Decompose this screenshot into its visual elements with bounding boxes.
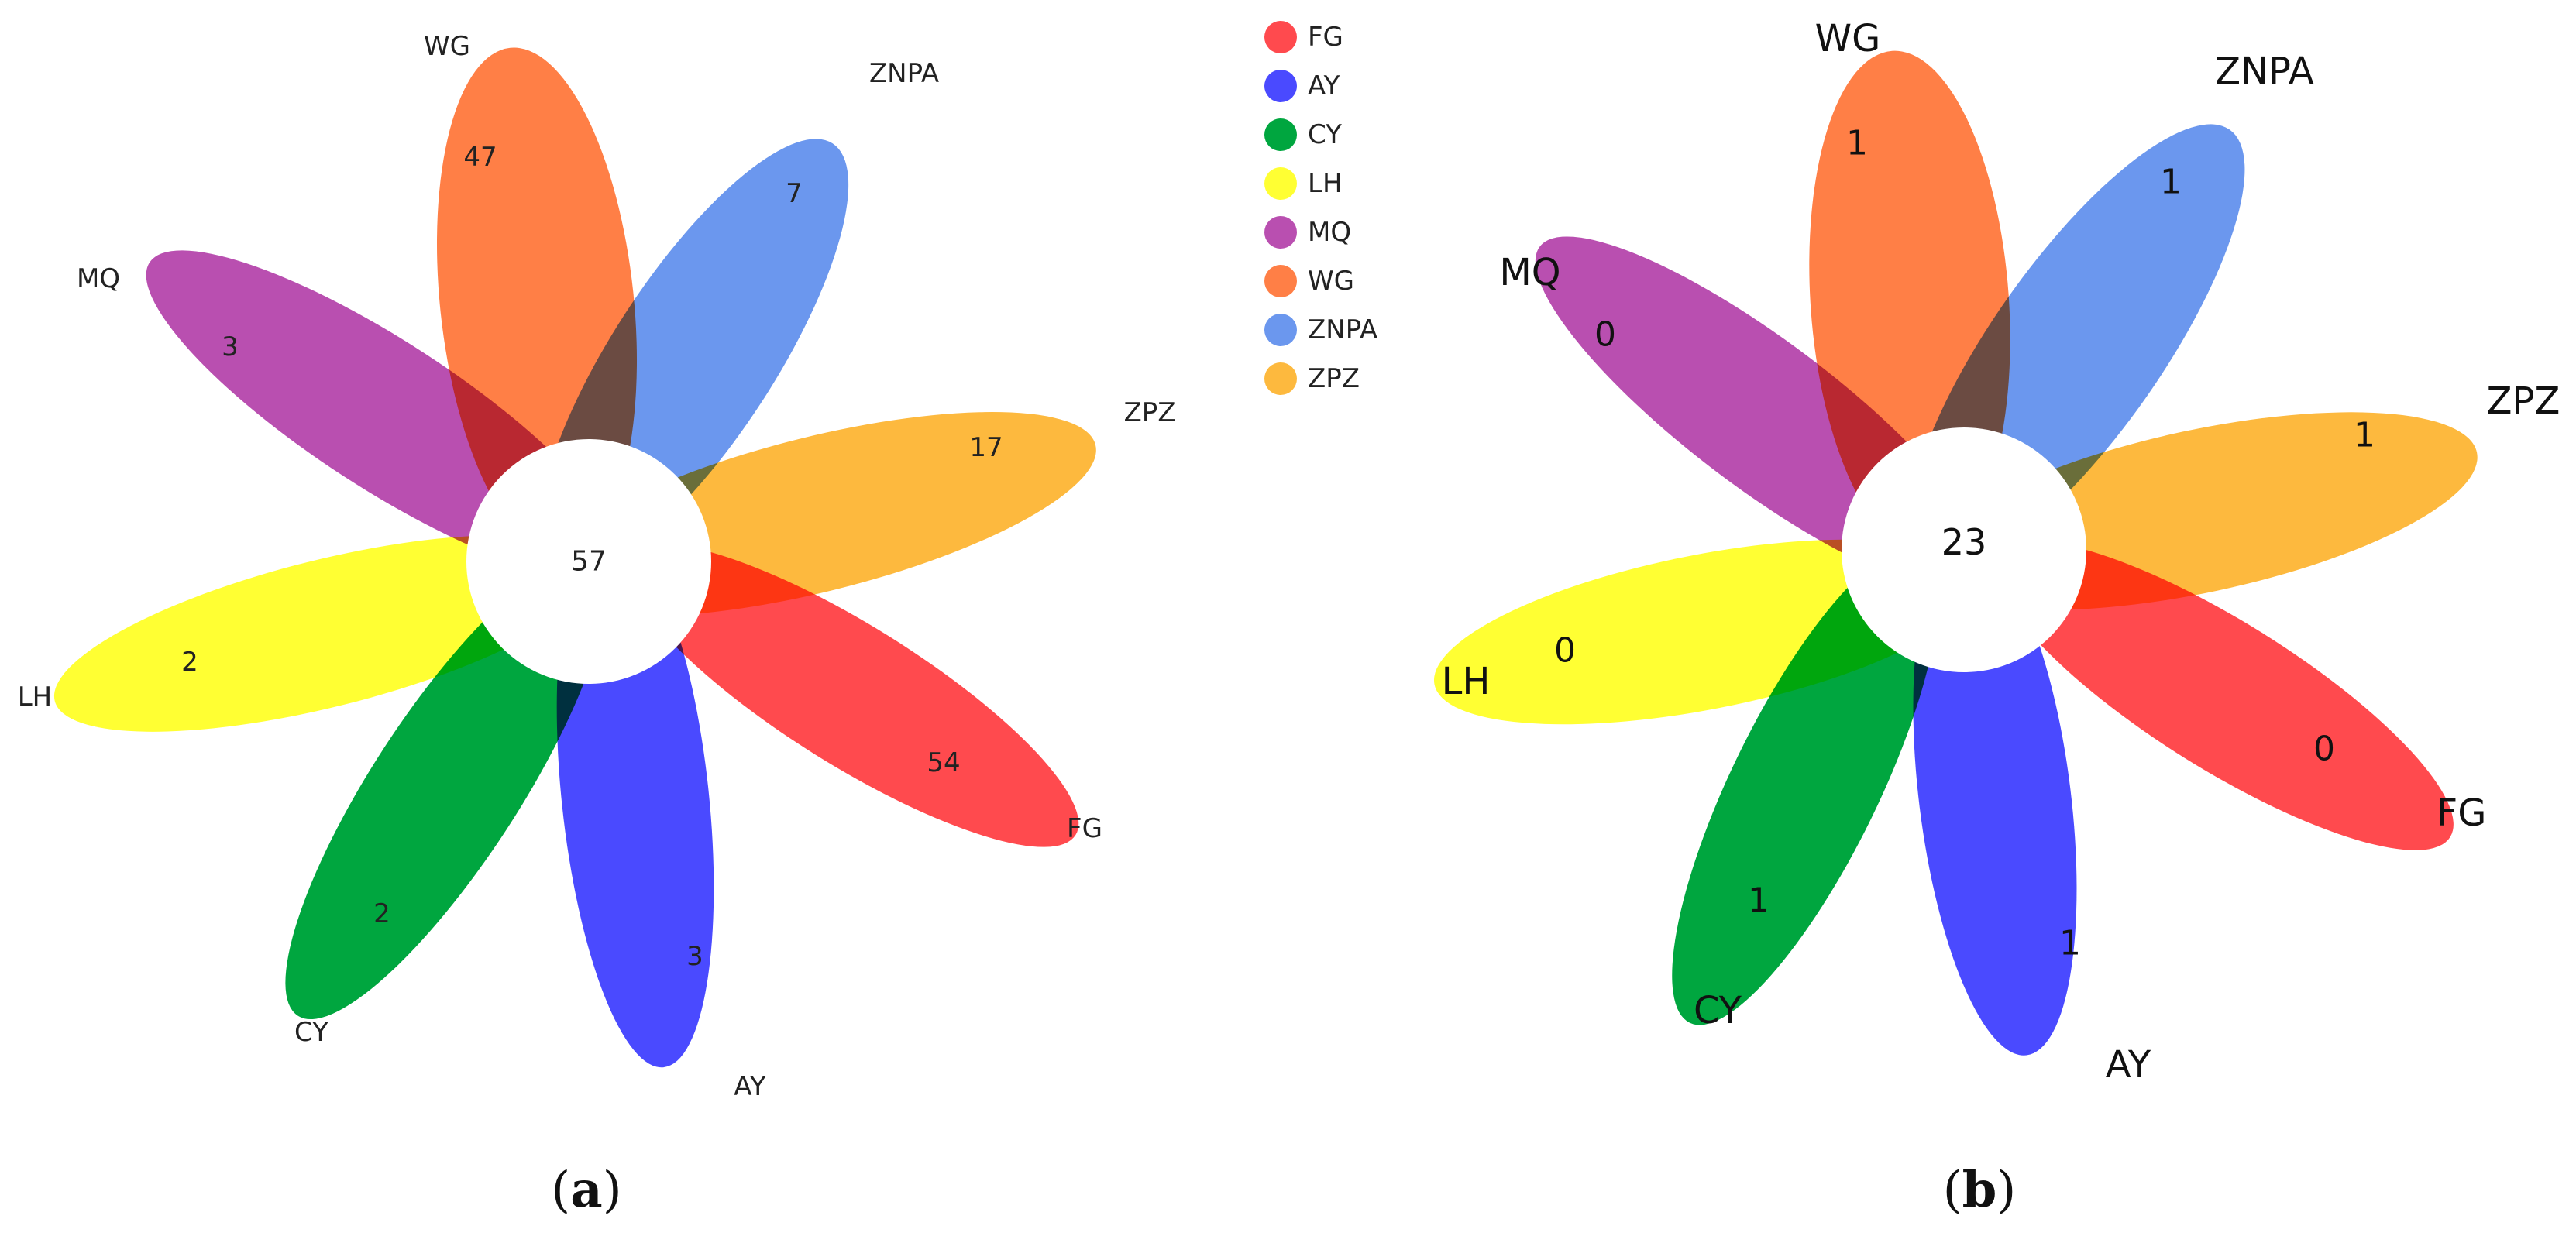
panel-b: 23 0 1 1 0 0 1 1 1 FG AY CY LH MQ WG ZNP… — [1434, 17, 2561, 1219]
legend-item[interactable]: ZNPA — [1264, 314, 1377, 346]
count-a-znpa: 7 — [786, 178, 803, 209]
label-b-znpa: ZNPA — [2215, 50, 2314, 93]
legend-item[interactable]: LH — [1264, 167, 1343, 200]
count-b-fg: 0 — [2313, 730, 2335, 769]
petal-a-fg — [625, 544, 1079, 847]
petal-b-cy — [1672, 547, 1938, 1025]
legend-label: CY — [1308, 119, 1342, 150]
label-a-lh: LH — [18, 682, 53, 712]
legend-swatch — [1264, 70, 1297, 102]
label-b-mq: MQ — [1499, 251, 1560, 294]
core-a — [466, 439, 711, 684]
legend-swatch — [1264, 118, 1297, 151]
legend-item[interactable]: FG — [1264, 21, 1343, 53]
label-b-lh: LH — [1442, 660, 1491, 703]
count-a-zpz: 17 — [969, 432, 1003, 463]
count-b-cy: 1 — [1748, 881, 1769, 921]
legend-item[interactable]: ZPZ — [1264, 362, 1360, 395]
count-a-cy: 2 — [373, 898, 390, 929]
petal-b-lh — [1434, 539, 1975, 725]
petal-b-fg — [1993, 541, 2454, 850]
core-b — [1842, 427, 2086, 672]
legend-item[interactable]: CY — [1264, 118, 1342, 151]
count-b-lh: 0 — [1554, 631, 1576, 671]
panel-a: 57 54 3 2 2 3 47 7 17 FG AY CY LH MQ WG … — [18, 31, 1176, 1219]
label-b-wg: WG — [1815, 17, 1881, 60]
label-b-fg: FG — [2437, 791, 2487, 835]
legend-label: MQ — [1308, 217, 1351, 248]
label-a-zpz: ZPZ — [1123, 397, 1175, 428]
legend-label: FG — [1308, 22, 1343, 53]
legend-item[interactable]: WG — [1264, 265, 1354, 297]
count-b-mq: 0 — [1594, 315, 1616, 355]
legend-swatch — [1264, 216, 1297, 249]
label-a-wg: WG — [424, 31, 470, 62]
legend-label: WG — [1308, 266, 1354, 297]
count-b-zpz: 1 — [2354, 416, 2375, 455]
count-a-fg: 54 — [927, 747, 960, 778]
count-a-lh: 2 — [181, 647, 198, 678]
legend: FG AY CY LH MQ WG ZNPA ZPZ — [1264, 21, 1377, 395]
legend-swatch — [1264, 21, 1297, 53]
legend-swatch — [1264, 362, 1297, 395]
label-a-ay: AY — [734, 1071, 766, 1102]
legend-swatch — [1264, 167, 1297, 200]
count-a-ay: 3 — [686, 941, 703, 972]
core-count-b: 23 — [1941, 521, 1987, 563]
count-b-znpa: 1 — [2160, 163, 2182, 202]
label-a-fg: FG — [1067, 813, 1102, 844]
label-a-mq: MQ — [77, 263, 120, 294]
label-a-cy: CY — [294, 1017, 328, 1048]
label-a-znpa: ZNPA — [869, 58, 939, 89]
legend-swatch — [1264, 265, 1297, 297]
legend-swatch — [1264, 314, 1297, 346]
legend-label: AY — [1308, 70, 1340, 101]
legend-label: ZNPA — [1308, 314, 1377, 345]
legend-label: ZPZ — [1308, 363, 1360, 394]
caption-b: (b) — [1943, 1161, 2017, 1219]
legend-label: LH — [1308, 168, 1343, 199]
count-b-wg: 1 — [1846, 124, 1868, 163]
label-b-cy: CY — [1694, 989, 1742, 1032]
petal-a-cy — [285, 557, 606, 1020]
petal-a-lh — [53, 535, 597, 732]
label-b-zpz: ZPZ — [2487, 379, 2561, 423]
caption-a: (a) — [551, 1161, 621, 1219]
count-b-ay: 1 — [2059, 924, 2081, 963]
legend-item[interactable]: MQ — [1264, 216, 1351, 249]
legend-item[interactable]: AY — [1264, 70, 1340, 102]
core-count-a: 57 — [571, 546, 607, 578]
label-b-ay: AY — [2106, 1043, 2151, 1087]
count-a-wg: 47 — [463, 142, 497, 173]
count-a-mq: 3 — [222, 331, 239, 362]
